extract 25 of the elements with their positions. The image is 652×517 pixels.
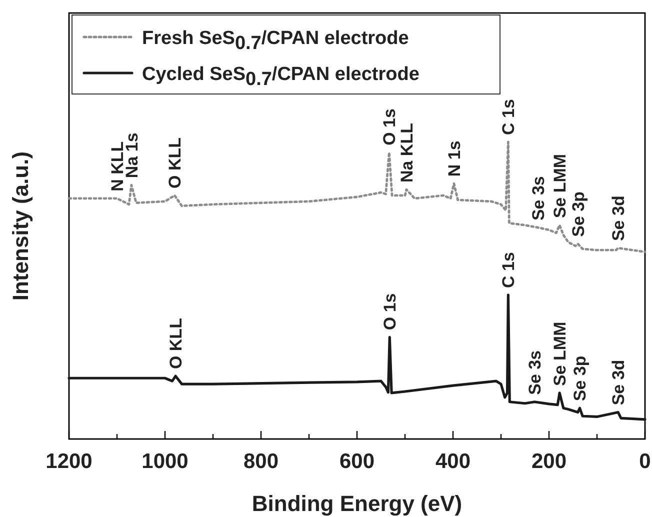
x-tick-label: 400 xyxy=(435,450,471,473)
x-tick-label: 1200 xyxy=(46,450,92,473)
annotation: Se LMM xyxy=(550,154,570,218)
x-tick-label: 1000 xyxy=(142,450,188,473)
annotation: O KLL xyxy=(166,318,186,370)
annotation: Se LMM xyxy=(550,322,570,386)
x-tick-label: 200 xyxy=(531,450,567,473)
x-tick-label: 600 xyxy=(339,450,375,473)
annotation: Na KLL xyxy=(397,123,416,183)
annotation: Se 3s xyxy=(526,350,545,395)
x-axis-title: Binding Energy (eV) xyxy=(252,491,462,516)
annotation: Se 3p xyxy=(570,356,590,402)
annotation: O 1s xyxy=(380,293,400,330)
annotation: C 1s xyxy=(499,99,518,135)
x-tick-label: 0 xyxy=(639,450,651,473)
annotation: C 1s xyxy=(499,252,518,288)
annotation: O KLL xyxy=(166,137,185,188)
annotation: Se 3p xyxy=(568,192,588,237)
annotation: N 1s xyxy=(444,140,464,177)
annotation: Se 3s xyxy=(528,176,548,221)
y-axis-title: Intensity (a.u.) xyxy=(8,151,33,301)
annotation: O 1s xyxy=(380,108,400,146)
annotation: Se 3d xyxy=(609,360,628,406)
annotation: Se 3d xyxy=(609,196,628,242)
x-tick-label: 800 xyxy=(243,450,279,473)
